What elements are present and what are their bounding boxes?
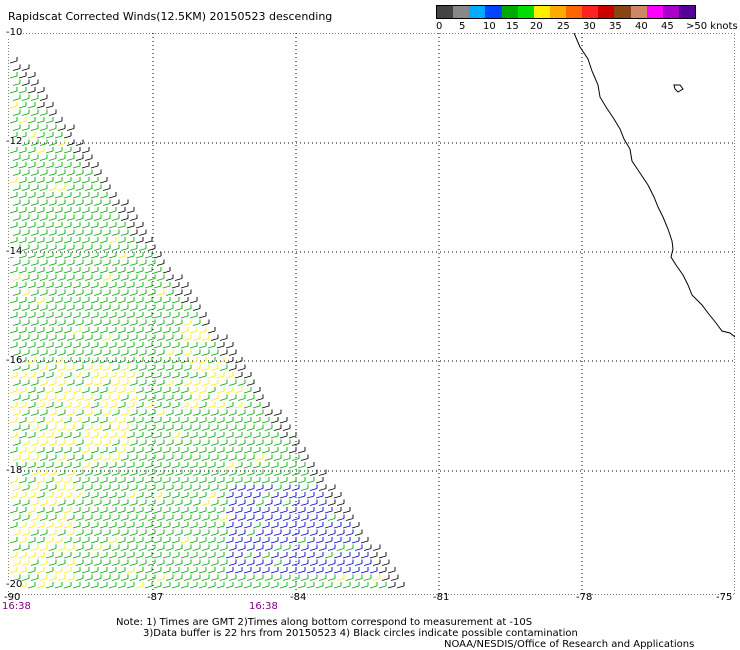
scale-swatch <box>598 6 615 18</box>
scale-swatch <box>549 6 566 18</box>
lat-label-16: -16 <box>6 355 23 366</box>
lat-label-18: -18 <box>6 465 23 476</box>
scale-swatch <box>662 6 679 18</box>
scale-swatch <box>646 6 663 18</box>
scale-label: 45 <box>661 21 674 32</box>
note-line-1: Note: 1) Times are GMT 2)Times along bot… <box>116 617 533 628</box>
lat-label-12: -12 <box>6 136 23 147</box>
plot-frame <box>8 33 735 595</box>
chart-title: Rapidscat Corrected Winds(12.5KM) 201505… <box>8 10 333 23</box>
lon-label-75: -75 <box>716 592 733 603</box>
credit-line: NOAA/NESDIS/Office of Research and Appli… <box>444 639 695 650</box>
lon-label-84: -84 <box>290 592 307 603</box>
island-outline <box>673 84 684 93</box>
lon-label-78: -78 <box>576 592 593 603</box>
wind-barb-group-yellow <box>9 102 381 589</box>
scale-swatch <box>437 6 454 18</box>
scale-label: 15 <box>506 21 519 32</box>
scale-swatch <box>453 6 470 18</box>
wind-barb-map <box>8 33 735 595</box>
coastline <box>573 33 735 338</box>
scale-swatch <box>678 6 695 18</box>
scale-label: >50 knots <box>686 21 738 32</box>
scale-label: 35 <box>609 21 622 32</box>
scale-swatch <box>533 6 550 18</box>
lat-label-14: -14 <box>6 246 23 257</box>
lon-label-90: -90 <box>4 592 21 603</box>
scale-label: 40 <box>635 21 648 32</box>
time-label-center: 16:38 <box>249 601 278 612</box>
scale-label: 10 <box>483 21 496 32</box>
wind-barbs <box>9 57 405 589</box>
scale-label: 5 <box>459 21 466 32</box>
wind-barb-group-black <box>9 57 405 589</box>
scale-label: 20 <box>530 21 543 32</box>
lon-label-87: -87 <box>147 592 164 603</box>
coastline-path <box>573 33 735 338</box>
scale-swatch <box>501 6 518 18</box>
scale-swatch <box>469 6 486 18</box>
scale-swatch <box>517 6 534 18</box>
scale-swatch <box>614 6 631 18</box>
lat-label-20: -20 <box>6 579 23 590</box>
scale-label: 25 <box>557 21 570 32</box>
wind-barb-group-green <box>9 72 387 589</box>
wind-barb-group-blue <box>225 484 378 574</box>
scale-swatch <box>630 6 647 18</box>
note-line-2: 3)Data buffer is 22 hrs from 20150523 4)… <box>143 628 578 639</box>
wind-speed-color-scale <box>436 5 696 19</box>
lat-label-10: -10 <box>6 27 23 38</box>
lat-lon-gridlines <box>8 33 735 595</box>
scale-label: 30 <box>583 21 596 32</box>
lon-label-81: -81 <box>433 592 450 603</box>
scale-swatch <box>566 6 583 18</box>
scale-swatch <box>485 6 502 18</box>
scale-swatch <box>582 6 599 18</box>
scale-label: 0 <box>436 21 443 32</box>
time-label-left: 16:38 <box>2 601 31 612</box>
